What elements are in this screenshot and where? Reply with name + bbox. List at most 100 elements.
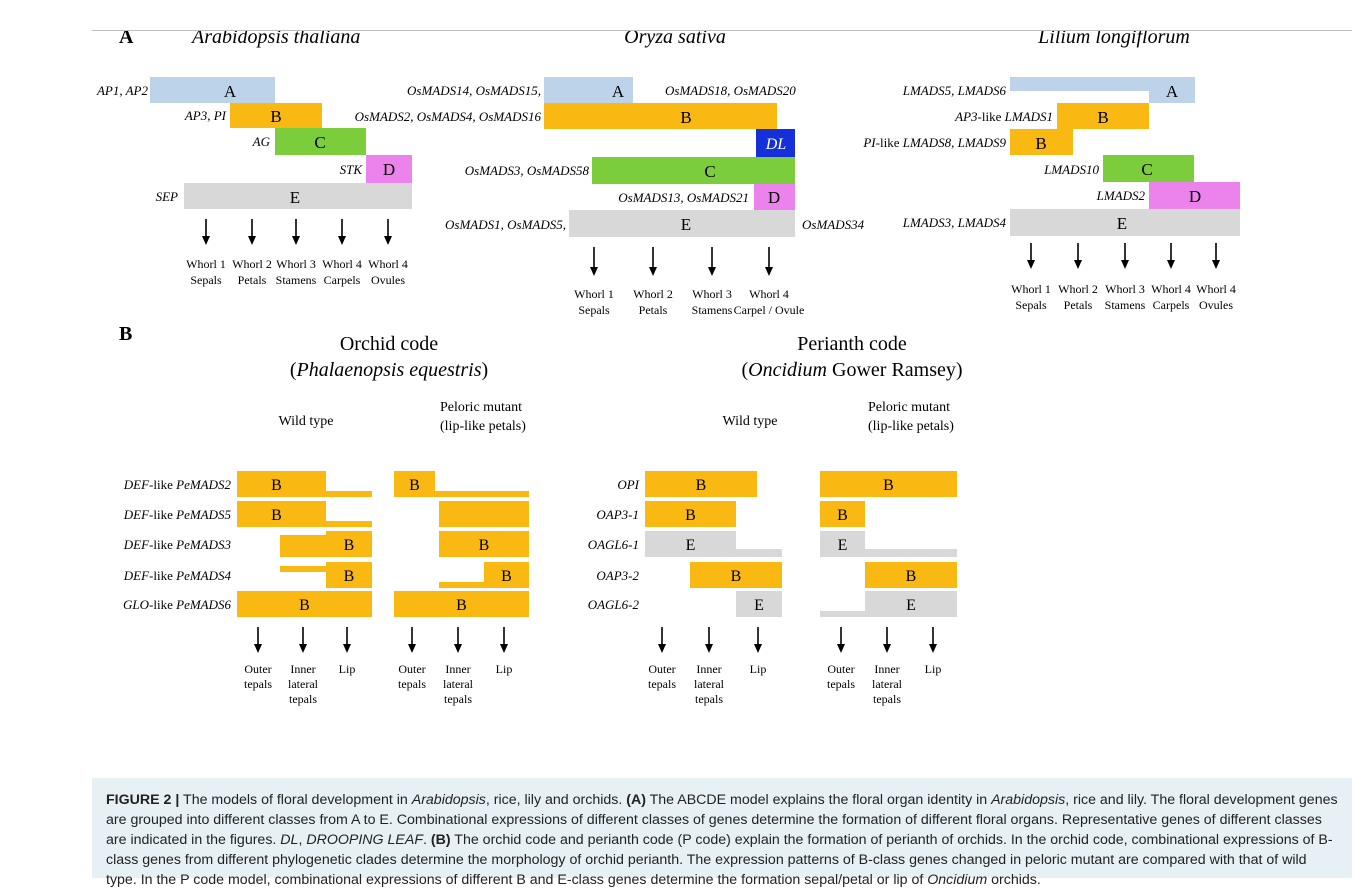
gene-osmads2-4-16: OsMADS2, OsMADS4, OsMADS16: [355, 109, 542, 124]
organ-label: Stamens: [276, 273, 317, 287]
class-e-label: E: [681, 215, 691, 234]
panel-b-label: B: [119, 323, 132, 345]
gene-lmads5-6: LMADS5, LMADS6: [902, 83, 1007, 98]
gene-lmads10: LMADS10: [1043, 162, 1099, 177]
organ-label: Lip: [750, 662, 767, 676]
organ-label: Carpels: [1153, 298, 1190, 312]
lily-model: Lilium longiflorum A LMADS5, LMADS6 B AP…: [862, 26, 1240, 312]
expression-low: [326, 491, 372, 497]
organ-label: tepals: [827, 677, 855, 691]
perianth-gene-label: OAP3-1: [596, 507, 639, 522]
organ-label: Lip: [339, 662, 356, 676]
whorl-label: Whorl 4: [368, 257, 408, 271]
class-b-label: B: [409, 477, 420, 494]
class-label: B: [685, 507, 696, 524]
arrow-head: [454, 644, 462, 653]
organ-label: Outer: [398, 662, 425, 676]
whorl-label: Whorl 3: [692, 287, 732, 301]
class-b-label: B: [479, 537, 490, 554]
class-c-bar: [592, 157, 795, 184]
gene-lmads3-4: LMADS3, LMADS4: [902, 215, 1007, 230]
organ-label: Lip: [925, 662, 942, 676]
class-e-bar: [184, 183, 412, 209]
organ-label: Sepals: [1015, 298, 1047, 312]
arrow-head: [929, 644, 937, 653]
gene-sep: SEP: [156, 189, 178, 204]
gene-ap1-ap2: AP1, AP2: [96, 83, 149, 98]
expression-bar: [645, 501, 736, 527]
lily-arrows: Whorl 1 Sepals Whorl 2 Petals Whorl 3 Stamens…: [1011, 243, 1236, 312]
arrow-head: [338, 236, 346, 245]
arrow-head: [384, 236, 392, 245]
perianth-code-species: (Oncidium Gower Ramsey): [741, 359, 962, 381]
class-b-bar: [230, 103, 322, 128]
rice-arrows: Whorl 1 Sepals Whorl 2 Petals Whorl 3 Stamens…: [574, 247, 804, 317]
expression-low: [280, 566, 326, 572]
class-d-bar: [1149, 182, 1240, 209]
organ-label: Ovules: [371, 273, 405, 287]
species-lily: Lilium longiflorum: [1037, 31, 1190, 48]
arabidopsis-model: Arabidopsis thaliana A AP1, AP2 B AP3, P…: [96, 26, 412, 287]
arrow-head: [658, 644, 666, 653]
class-label: E: [906, 597, 916, 614]
class-c-label: C: [1141, 160, 1152, 179]
expression-bar: [326, 531, 372, 557]
gene-lmads1: AP3-like LMADS1: [954, 109, 1053, 124]
organ-label: Outer: [648, 662, 675, 676]
class-label: B: [837, 507, 848, 524]
class-d-bar: [754, 184, 795, 210]
arrow-head: [343, 644, 351, 653]
expression-bar: [237, 471, 326, 497]
expression-bar: [394, 471, 435, 497]
organ-label: Stamens: [1105, 298, 1146, 312]
arrow-head: [299, 644, 307, 653]
figure-graphic: A Arabidopsis thaliana A AP1, AP2 B AP3,…: [96, 26, 1240, 706]
gene-osmads14-15: OsMADS14, OsMADS15,: [407, 83, 541, 98]
expression-low: [820, 611, 865, 617]
organ-label: Ovules: [1199, 298, 1233, 312]
class-c-bar: [1103, 155, 1194, 182]
whorl-label: Whorl 4: [322, 257, 362, 271]
whorl-label: Whorl 2: [1058, 282, 1098, 296]
organ-label: Carpel / Ovule: [734, 303, 805, 317]
expression-bar: [439, 531, 529, 557]
class-e-label: E: [1117, 214, 1127, 233]
class-b-label: B: [344, 537, 355, 554]
expression-bar: [820, 531, 865, 557]
class-label: E: [754, 597, 764, 614]
organ-label: Lip: [496, 662, 513, 676]
class-b-label: B: [299, 597, 310, 614]
gene-ag: AG: [252, 134, 271, 149]
arrow-head: [248, 236, 256, 245]
gene-osmads34: OsMADS34: [802, 217, 865, 232]
class-b2-label: B: [1035, 134, 1046, 153]
figure-caption: FIGURE 2 | The models of floral developm…: [92, 778, 1352, 888]
arrow-head: [500, 644, 508, 653]
arrow-head: [649, 267, 657, 276]
arrow-head: [754, 644, 762, 653]
expression-bar: [865, 591, 957, 617]
gene-osmads1-5: OsMADS1, OsMADS5,: [445, 217, 566, 232]
arrow-head: [1027, 260, 1035, 269]
arrow-head: [292, 236, 300, 245]
whorl-label: Whorl 1: [574, 287, 614, 301]
orchid-gene-label: DEF-like PeMADS5: [123, 507, 232, 522]
organ-label: Stamens: [692, 303, 733, 317]
class-b-label: B: [456, 597, 467, 614]
rice-model: Oryza sativa A OsMADS14, OsMADS15, OsMAD…: [355, 26, 865, 317]
class-b-label: B: [344, 568, 355, 585]
perianth-peloric-sub: (lip-like petals): [868, 419, 954, 434]
perianth-gene-label: OAGL6-2: [588, 597, 640, 612]
whorl-label: Whorl 3: [276, 257, 316, 271]
class-label: E: [686, 537, 696, 554]
orchid-wild-type-header: Wild type: [278, 414, 333, 429]
gene-lmads8-9: PI-like LMADS8, LMADS9: [862, 135, 1006, 150]
class-b-label: B: [270, 107, 281, 126]
whorl-label: Whorl 2: [232, 257, 272, 271]
class-d-bar: [366, 155, 412, 183]
perianth-gene-label: OAGL6-1: [588, 537, 639, 552]
expression-low: [865, 549, 957, 557]
gene-stk: STK: [340, 162, 364, 177]
